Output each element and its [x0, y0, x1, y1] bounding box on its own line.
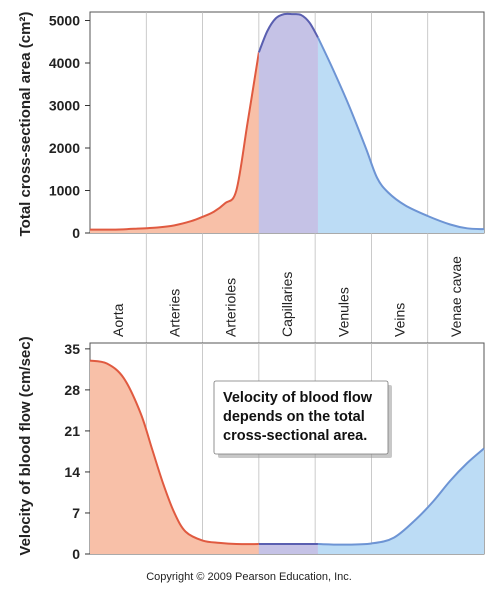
- top-line-capillary: [257, 12, 319, 53]
- top-area-capillary: [258, 13, 318, 233]
- bottom-line-venous: [317, 447, 485, 546]
- bottom-y-tick-label: 21: [64, 423, 80, 439]
- category-label: Aorta: [110, 303, 126, 337]
- top-y-axis-label: Total cross-sectional area (cm²): [17, 12, 34, 237]
- category-label: Capillaries: [279, 272, 295, 337]
- velocity-callout: Velocity of blood flow depends on the to…: [213, 380, 392, 458]
- top-y-tick-label: 5000: [49, 13, 80, 29]
- callout-line-1: Velocity of blood flow: [223, 390, 373, 406]
- bottom-y-tick-label: 28: [64, 382, 80, 398]
- top-area-venous: [317, 37, 484, 233]
- cross-sectional-area-chart: 0 1000 2000 3000 4000 5000 Total cross-sectio…: [17, 11, 485, 241]
- category-label: Venules: [335, 287, 351, 337]
- bottom-chart-areas: [89, 359, 485, 554]
- top-y-tick-label: 0: [72, 225, 80, 241]
- bottom-area-venous: [317, 448, 484, 554]
- callout-line-2: depends on the total: [223, 409, 365, 425]
- bottom-chart-y-ticks: 0 7 14 21 28 35: [64, 341, 90, 562]
- bottom-area-arterial: [90, 360, 259, 554]
- bottom-area-capillary: [258, 544, 318, 554]
- top-chart-y-ticks: 0 1000 2000 3000 4000 5000: [49, 13, 90, 241]
- bottom-y-axis-label: Velocity of blood flow (cm/sec): [17, 336, 34, 555]
- velocity-chart: 0 7 14 21 28 35 Velocity of blood flow (cm/se…: [17, 336, 485, 562]
- top-y-tick-label: 1000: [49, 183, 80, 199]
- category-label: Arteries: [166, 289, 182, 337]
- callout-box: [213, 380, 389, 455]
- top-line-arterial: [89, 52, 260, 231]
- bottom-y-tick-label: 14: [64, 464, 80, 480]
- bottom-y-tick-label: 35: [64, 341, 80, 357]
- category-label-band: Aorta Arteries Arterioles Capillaries Venule…: [110, 233, 464, 343]
- bottom-y-tick-label: 7: [72, 505, 80, 521]
- callout-line-3: cross-sectional area.: [223, 428, 367, 444]
- top-chart-areas: [89, 12, 485, 233]
- top-y-tick-label: 3000: [49, 98, 80, 114]
- category-label: Arterioles: [223, 278, 239, 337]
- top-y-tick-label: 4000: [49, 55, 80, 71]
- category-label: Venae cavae: [448, 256, 464, 337]
- bottom-y-tick-label: 0: [72, 546, 80, 562]
- top-line-venous: [317, 37, 485, 231]
- bottom-line-arterial: [89, 359, 259, 546]
- top-area-arterial: [90, 52, 259, 233]
- top-chart-grid: [145, 12, 429, 233]
- copyright-notice: Copyright © 2009 Pearson Education, Inc.: [146, 571, 352, 583]
- top-y-tick-label: 2000: [49, 140, 80, 156]
- category-label: Veins: [392, 303, 408, 337]
